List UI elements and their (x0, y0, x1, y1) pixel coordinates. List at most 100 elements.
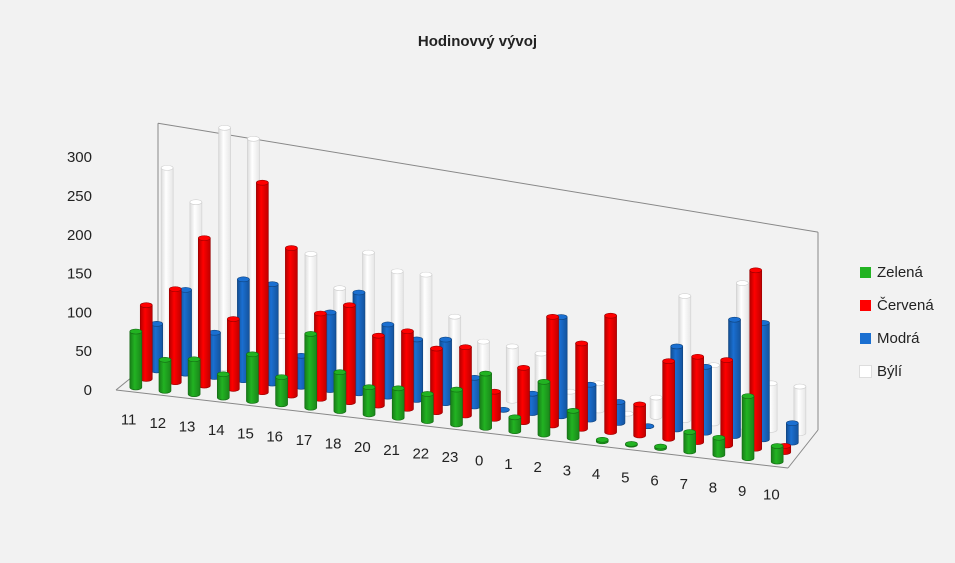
bar (187, 356, 201, 397)
bar-top (575, 340, 588, 347)
bar-top (770, 443, 784, 449)
bar-top (741, 393, 755, 399)
bar (304, 331, 318, 411)
chart-legend: Zelená Červená Modrá Býlí (860, 256, 934, 388)
legend-label-zelena: Zelená (877, 264, 923, 281)
bar-top (362, 249, 375, 256)
bar-top (683, 429, 697, 435)
bar-top (728, 316, 741, 323)
bar-top (391, 385, 405, 392)
bar-top (566, 408, 580, 414)
x-tick-label: 2 (533, 459, 541, 476)
bar-top (595, 436, 609, 443)
x-tick-label: 14 (208, 422, 225, 439)
bar-top (198, 235, 211, 241)
bar-top (227, 316, 240, 322)
x-tick-label: 4 (592, 466, 600, 483)
bar (158, 356, 172, 394)
x-tick-label: 13 (179, 418, 196, 435)
bar-top (720, 357, 733, 363)
bar-top (662, 358, 675, 364)
x-tick-label: 10 (763, 486, 780, 503)
bar-body (362, 386, 376, 418)
bar-top (712, 434, 726, 441)
bar-top (633, 401, 646, 408)
y-tick-label: 0 (84, 382, 92, 399)
bar (508, 414, 522, 435)
floor-right-edge (787, 429, 819, 469)
y-tick-label: 300 (67, 149, 92, 166)
bar (649, 394, 663, 420)
x-tick-label: 7 (680, 476, 688, 493)
series-0-bars (129, 328, 784, 465)
bar-body (275, 376, 288, 408)
bar (275, 374, 288, 408)
bar-top (421, 391, 434, 397)
bar-top (247, 135, 260, 142)
bar (654, 443, 667, 451)
bar (625, 441, 638, 448)
bar-body (537, 381, 551, 438)
bar-body (129, 331, 143, 391)
y-tick-label: 100 (67, 304, 92, 321)
x-tick-label: 22 (412, 446, 429, 463)
bar-top (749, 267, 763, 274)
bar-top (691, 353, 704, 360)
bar (604, 312, 617, 435)
bar-top (246, 351, 259, 358)
bar-top (168, 286, 182, 292)
bar-top (439, 336, 452, 343)
bar (566, 408, 580, 441)
bar (505, 343, 519, 404)
bar-top (275, 374, 288, 380)
bar-body (246, 354, 259, 404)
bar (517, 365, 530, 425)
bar (314, 310, 327, 402)
bar-top (517, 365, 530, 371)
bar-body (505, 346, 519, 404)
x-tick-label: 11 (121, 412, 137, 429)
bar-body (421, 393, 434, 424)
chart-title: Hodinovvý vývoj (417, 33, 538, 50)
bar-top (372, 332, 385, 339)
x-tick-label: 5 (621, 469, 629, 486)
bar (391, 385, 405, 421)
bar-body (391, 387, 405, 421)
bar (381, 321, 395, 400)
legend-swatch-byli (860, 366, 871, 377)
bar-top (158, 356, 172, 363)
legend-item-modra: Modrá (860, 322, 934, 355)
x-tick-label: 8 (709, 480, 717, 497)
bar-top (654, 443, 667, 450)
bar-top (448, 313, 462, 320)
bar-top (187, 356, 201, 363)
legend-label-byli: Býlí (877, 363, 903, 380)
bar-top (459, 344, 472, 351)
floor-front-edge (115, 389, 789, 469)
bar-body (508, 416, 522, 435)
x-axis: 11 12 13 14 15 16 17 18 20 21 22 23 0 1 2 3 4 5 6 7 8 9 10 (121, 412, 780, 504)
bar-body (566, 410, 580, 441)
x-tick-label: 1 (504, 456, 512, 473)
legend-swatch-zelena (860, 267, 871, 278)
bar (537, 379, 551, 438)
bar (479, 370, 492, 431)
bar (595, 436, 609, 445)
bar-body (216, 373, 230, 401)
bar-top (218, 124, 231, 131)
bar-top (479, 370, 492, 377)
bar-top (670, 343, 684, 350)
x-tick-label: 15 (237, 425, 254, 442)
bar-body (649, 397, 663, 420)
bar (662, 358, 675, 442)
bar-body (683, 431, 697, 455)
bar-body (662, 360, 675, 442)
bar-body (720, 359, 733, 449)
bar-top (604, 312, 617, 319)
bar-body (770, 445, 784, 465)
back-wall-top-edge (157, 122, 819, 233)
legend-label-cervena: Červená (877, 297, 934, 314)
x-tick-label: 12 (149, 415, 166, 432)
bar-top (160, 165, 174, 171)
y-tick-label: 250 (67, 188, 92, 205)
